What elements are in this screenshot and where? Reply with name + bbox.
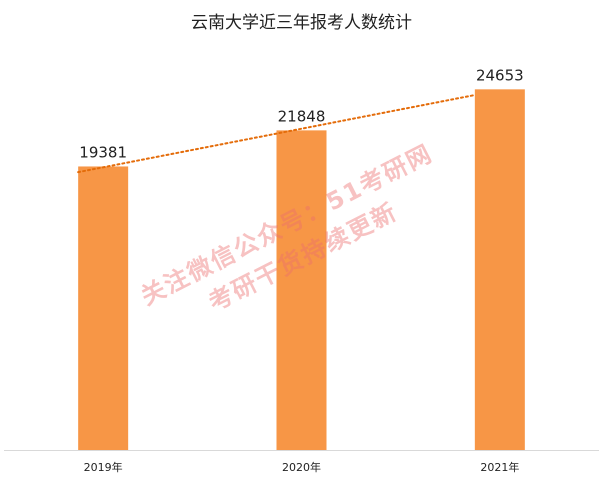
data-label-1: 19381 [79,143,127,161]
trendline [77,94,476,174]
bar-1 [78,166,129,451]
x-tick-label-3: 2021年 [480,460,519,474]
data-label-2: 21848 [278,107,326,125]
data-label-3: 24653 [476,66,524,84]
x-tick-label-2: 2020年 [282,460,321,474]
x-tick-label-1: 2019年 [84,460,123,474]
bar-2 [276,130,327,450]
chart-title: 云南大学近三年报考人数统计 [191,13,412,33]
bar-3 [474,89,525,450]
